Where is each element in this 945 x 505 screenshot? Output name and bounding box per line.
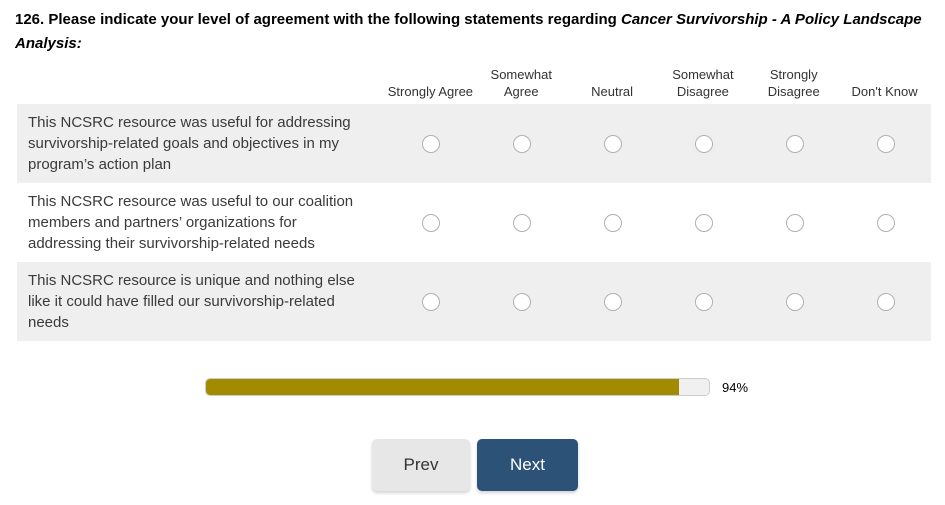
radio-strongly-agree[interactable] [421, 213, 440, 232]
radio-strongly-disagree[interactable] [785, 134, 804, 153]
agreement-matrix: Strongly Agree Somewhat Agree Neutral So… [17, 66, 931, 341]
radio-neutral[interactable] [603, 213, 622, 232]
column-header-somewhat-disagree: Somewhat Disagree [672, 67, 734, 99]
radio-strongly-agree[interactable] [421, 292, 440, 311]
progress-bar: 94% [205, 378, 930, 396]
radio-dont-know[interactable] [876, 134, 895, 153]
column-header-strongly-disagree: Strongly Disagree [767, 67, 820, 99]
matrix-row: This NCSRC resource was useful for addre… [17, 104, 931, 183]
radio-somewhat-disagree[interactable] [694, 213, 713, 232]
question-text: 126. Please indicate your level of agree… [15, 11, 621, 28]
radio-neutral[interactable] [603, 134, 622, 153]
radio-somewhat-agree[interactable] [512, 292, 531, 311]
resource-title-italic: Cancer Survivorship - A Policy Landscape… [15, 11, 922, 52]
radio-strongly-disagree[interactable] [785, 213, 804, 232]
column-header-somewhat-agree: Somewhat Agree [490, 67, 552, 99]
radio-dont-know[interactable] [876, 213, 895, 232]
row-label: This NCSRC resource was useful for addre… [28, 114, 351, 173]
survey-page: 126. Please indicate your level of agree… [15, 8, 931, 491]
radio-somewhat-disagree[interactable] [694, 292, 713, 311]
nav-buttons: Prev Next [372, 439, 930, 491]
progress-percent-label: 94% [722, 379, 749, 395]
radio-somewhat-disagree[interactable] [694, 134, 713, 153]
column-header-strongly-agree: Strongly Agree [387, 84, 474, 99]
radio-neutral[interactable] [603, 292, 622, 311]
next-button[interactable]: Next [477, 439, 578, 491]
radio-strongly-disagree[interactable] [785, 292, 804, 311]
column-header-dont-know: Don't Know [851, 84, 918, 99]
column-header-neutral: Neutral [591, 84, 634, 99]
radio-strongly-agree[interactable] [421, 134, 440, 153]
radio-somewhat-agree[interactable] [512, 213, 531, 232]
radio-dont-know[interactable] [876, 292, 895, 311]
progress-track [205, 378, 710, 396]
row-label: This NCSRC resource was useful to our co… [28, 193, 354, 252]
progress-fill [206, 379, 679, 395]
question-title: 126. Please indicate your level of agree… [15, 8, 927, 56]
matrix-row: This NCSRC resource was useful to our co… [17, 183, 931, 262]
matrix-row: This NCSRC resource is unique and nothin… [17, 262, 931, 341]
row-label: This NCSRC resource is unique and nothin… [28, 272, 355, 331]
radio-somewhat-agree[interactable] [512, 134, 531, 153]
prev-button[interactable]: Prev [372, 439, 470, 491]
matrix-header: Strongly Agree Somewhat Agree Neutral So… [385, 66, 930, 104]
